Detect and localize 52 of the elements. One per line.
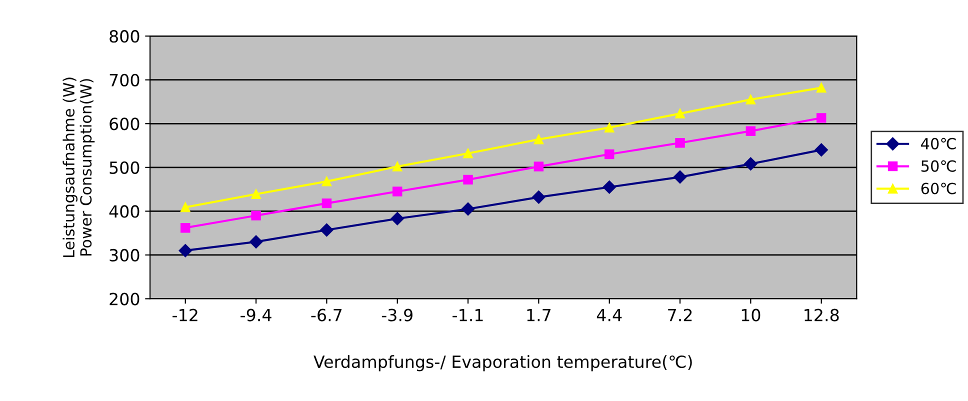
point <box>814 143 828 156</box>
x-tick-label: -6.7 <box>311 308 342 322</box>
point <box>744 157 758 171</box>
point <box>463 174 473 185</box>
point <box>675 138 685 148</box>
y-tick-label: 300 <box>110 248 140 262</box>
point <box>251 210 261 220</box>
x-tick-label: -1.1 <box>452 308 483 322</box>
y-tick-label: 200 <box>110 292 140 306</box>
point <box>604 149 614 160</box>
point <box>816 82 826 93</box>
point <box>463 148 473 158</box>
point <box>602 180 616 194</box>
point <box>392 162 402 172</box>
legend-label: 50℃ <box>921 160 956 172</box>
legend-label: 40℃ <box>921 138 956 150</box>
point <box>249 235 263 248</box>
point <box>816 113 826 123</box>
x-tick-label: 1.7 <box>527 308 551 322</box>
y-tick-label: 700 <box>110 74 140 86</box>
y-tick-label: 400 <box>109 205 140 218</box>
x-tick-label: -3.9 <box>382 308 412 322</box>
point <box>675 108 685 118</box>
x-tick-label: 10 <box>742 308 760 322</box>
x-tick-label: 7.2 <box>668 308 692 322</box>
point <box>178 244 192 258</box>
x-axis-title: Verdampfungs-/ Evaporation temperature(℃) <box>314 355 692 372</box>
point <box>322 198 332 208</box>
point <box>251 189 261 199</box>
y-tick-label: 800 <box>110 30 140 43</box>
point <box>392 186 402 196</box>
x-tick-label: -12 <box>172 308 198 322</box>
y-tick-label: 500 <box>110 161 140 174</box>
x-tick-label: -9.4 <box>240 308 272 322</box>
x-tick-label: 4.4 <box>596 308 622 322</box>
x-tick-label: 12.8 <box>804 308 839 322</box>
point <box>180 222 190 233</box>
point <box>604 122 614 132</box>
point <box>746 126 756 136</box>
point <box>320 223 334 237</box>
point <box>390 212 404 226</box>
point <box>534 134 544 144</box>
legend-label: 60℃ <box>921 182 956 194</box>
point <box>746 94 756 104</box>
point <box>532 190 546 204</box>
point <box>180 202 190 212</box>
y-axis-title: Leistungsaufnahme (W) Power Consumption(W) <box>62 78 95 258</box>
point <box>461 202 475 216</box>
point <box>322 176 332 186</box>
point <box>673 170 687 184</box>
point <box>534 162 544 172</box>
y-tick-label: 600 <box>110 118 140 130</box>
